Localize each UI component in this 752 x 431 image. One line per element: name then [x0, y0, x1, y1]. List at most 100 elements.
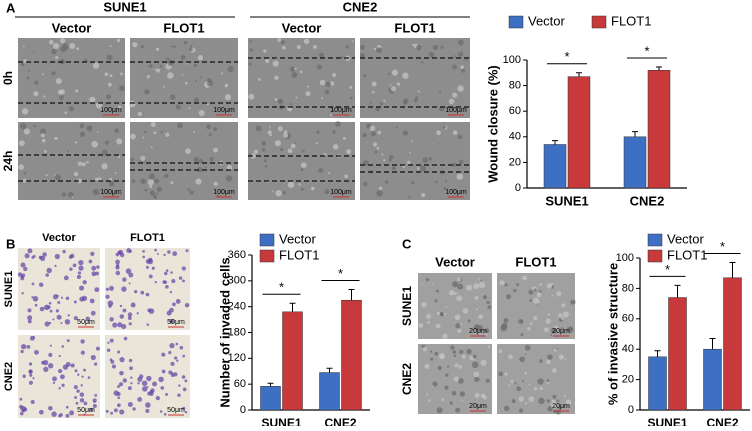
texture — [185, 249, 189, 253]
texture — [434, 351, 439, 356]
texture — [376, 146, 380, 150]
texture — [216, 194, 220, 198]
texture — [189, 47, 193, 52]
texture — [558, 313, 563, 318]
texture — [519, 356, 525, 363]
texture — [274, 75, 279, 80]
texture — [518, 318, 524, 325]
texture — [516, 283, 520, 287]
texture — [195, 178, 202, 185]
texture — [287, 181, 295, 188]
texture — [558, 354, 565, 360]
texture — [524, 344, 531, 351]
texture — [277, 98, 284, 105]
texture — [181, 375, 186, 379]
texture — [77, 373, 80, 376]
texture — [555, 347, 558, 350]
texture — [457, 283, 464, 290]
texture — [378, 186, 383, 191]
texture — [147, 308, 152, 313]
texture — [207, 80, 214, 87]
texture — [160, 386, 165, 390]
texture — [439, 354, 445, 359]
texture — [64, 111, 68, 114]
texture — [544, 327, 549, 333]
texture — [51, 411, 57, 417]
texture — [287, 148, 293, 154]
texture — [120, 253, 125, 258]
texture — [20, 276, 25, 281]
texture — [153, 194, 158, 199]
texture — [193, 130, 196, 133]
texture — [176, 359, 179, 362]
texture — [411, 140, 413, 142]
texture — [83, 401, 88, 406]
texture — [113, 408, 118, 413]
texture — [119, 357, 125, 363]
texture — [89, 407, 94, 412]
texture — [130, 376, 133, 379]
texture — [455, 407, 461, 413]
texture — [156, 192, 159, 195]
texture — [421, 192, 426, 198]
texture — [374, 150, 378, 154]
error-bar — [656, 66, 662, 71]
texture — [520, 333, 524, 337]
texture — [510, 380, 514, 384]
texture — [213, 147, 218, 153]
texture — [528, 396, 535, 402]
texture — [291, 72, 298, 78]
texture — [22, 45, 25, 48]
texture — [90, 251, 95, 257]
column-label: FLOT1 — [163, 20, 204, 35]
y-tick-label: 100 — [503, 54, 521, 66]
texture — [131, 179, 136, 183]
texture — [169, 290, 173, 294]
texture — [109, 358, 113, 362]
texture — [261, 148, 266, 152]
texture — [377, 130, 382, 135]
texture — [47, 363, 54, 369]
bar — [341, 299, 362, 411]
texture — [325, 81, 331, 88]
texture — [33, 124, 37, 128]
texture — [474, 392, 480, 398]
texture — [128, 322, 132, 326]
texture — [224, 83, 229, 88]
texture — [560, 327, 564, 331]
texture — [379, 48, 382, 51]
texture — [109, 74, 113, 78]
texture — [528, 289, 534, 295]
texture — [552, 394, 557, 399]
texture — [187, 188, 191, 192]
texture — [178, 384, 181, 387]
texture — [372, 142, 378, 147]
texture — [564, 358, 567, 361]
texture — [376, 47, 382, 53]
texture — [265, 58, 270, 63]
texture — [349, 85, 353, 89]
bar — [623, 136, 647, 189]
texture — [547, 354, 553, 360]
texture — [453, 354, 457, 358]
texture — [75, 401, 79, 405]
y-axis-label: Wound closure (%) — [485, 65, 500, 182]
texture — [472, 354, 477, 359]
texture — [49, 344, 52, 347]
texture — [529, 299, 533, 302]
texture — [274, 140, 282, 147]
texture — [184, 411, 188, 414]
texture — [147, 179, 154, 186]
bar — [282, 311, 303, 411]
texture — [518, 396, 525, 402]
bar — [648, 356, 667, 411]
texture — [20, 123, 27, 130]
texture — [566, 326, 574, 333]
texture — [65, 296, 70, 301]
texture — [454, 363, 459, 368]
row-label: 0h — [1, 71, 15, 85]
error-bar — [709, 338, 716, 350]
texture — [249, 48, 254, 52]
column-label: Vector — [435, 254, 475, 269]
texture — [104, 140, 110, 145]
